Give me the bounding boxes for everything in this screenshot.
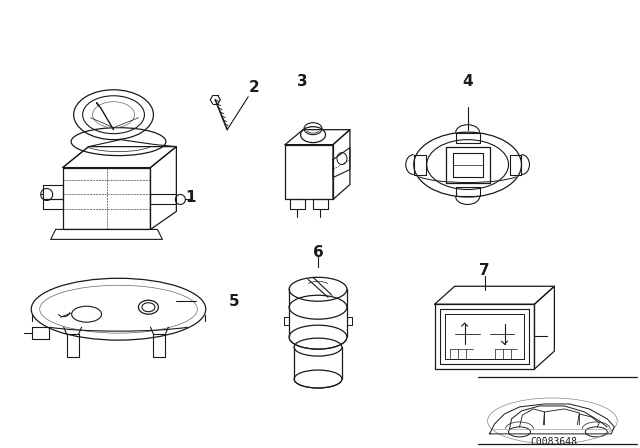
Text: 3: 3 [297, 74, 307, 89]
Text: 4: 4 [462, 74, 473, 89]
Text: 7: 7 [479, 263, 490, 278]
Text: 6: 6 [312, 245, 323, 260]
Text: 1: 1 [185, 190, 196, 205]
Text: 5: 5 [229, 294, 239, 309]
Text: C0083648: C0083648 [530, 437, 577, 447]
Text: 2: 2 [249, 80, 260, 95]
